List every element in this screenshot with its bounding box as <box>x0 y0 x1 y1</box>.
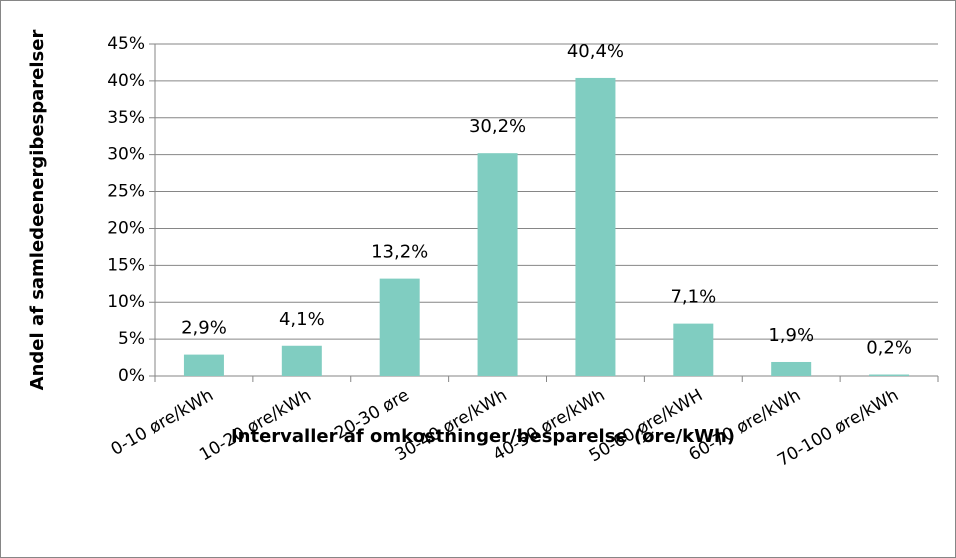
bar <box>183 354 224 376</box>
y-tick-label: 25% <box>107 182 145 202</box>
bar <box>869 374 910 376</box>
bar <box>575 77 616 376</box>
y-tick-label: 45% <box>107 34 145 54</box>
data-label: 1,9% <box>768 325 814 346</box>
data-label: 30,2% <box>469 116 526 137</box>
y-tick-label: 15% <box>107 255 145 275</box>
data-label: 4,1% <box>279 309 325 330</box>
y-tick-label: 0% <box>118 366 145 386</box>
x-axis-title: Intervaller af omkostninger/besparelse (… <box>231 426 735 447</box>
data-label: 7,1% <box>670 287 716 308</box>
bar <box>477 153 518 376</box>
y-tick-label: 30% <box>107 145 145 165</box>
data-label: 13,2% <box>371 242 428 263</box>
bar <box>673 323 714 376</box>
data-label: 40,4% <box>567 41 624 62</box>
y-axis-title: Andel af samledeenergibesparelser <box>27 30 48 391</box>
bar <box>281 345 322 376</box>
bar <box>379 278 420 376</box>
y-tick-label: 10% <box>107 292 145 312</box>
data-label: 0,2% <box>866 338 912 359</box>
data-label: 2,9% <box>181 318 227 339</box>
y-tick-label: 5% <box>118 329 145 349</box>
y-tick-label: 20% <box>107 218 145 238</box>
bar <box>771 361 812 376</box>
y-tick-label: 40% <box>107 71 145 91</box>
y-tick-label: 35% <box>107 108 145 128</box>
